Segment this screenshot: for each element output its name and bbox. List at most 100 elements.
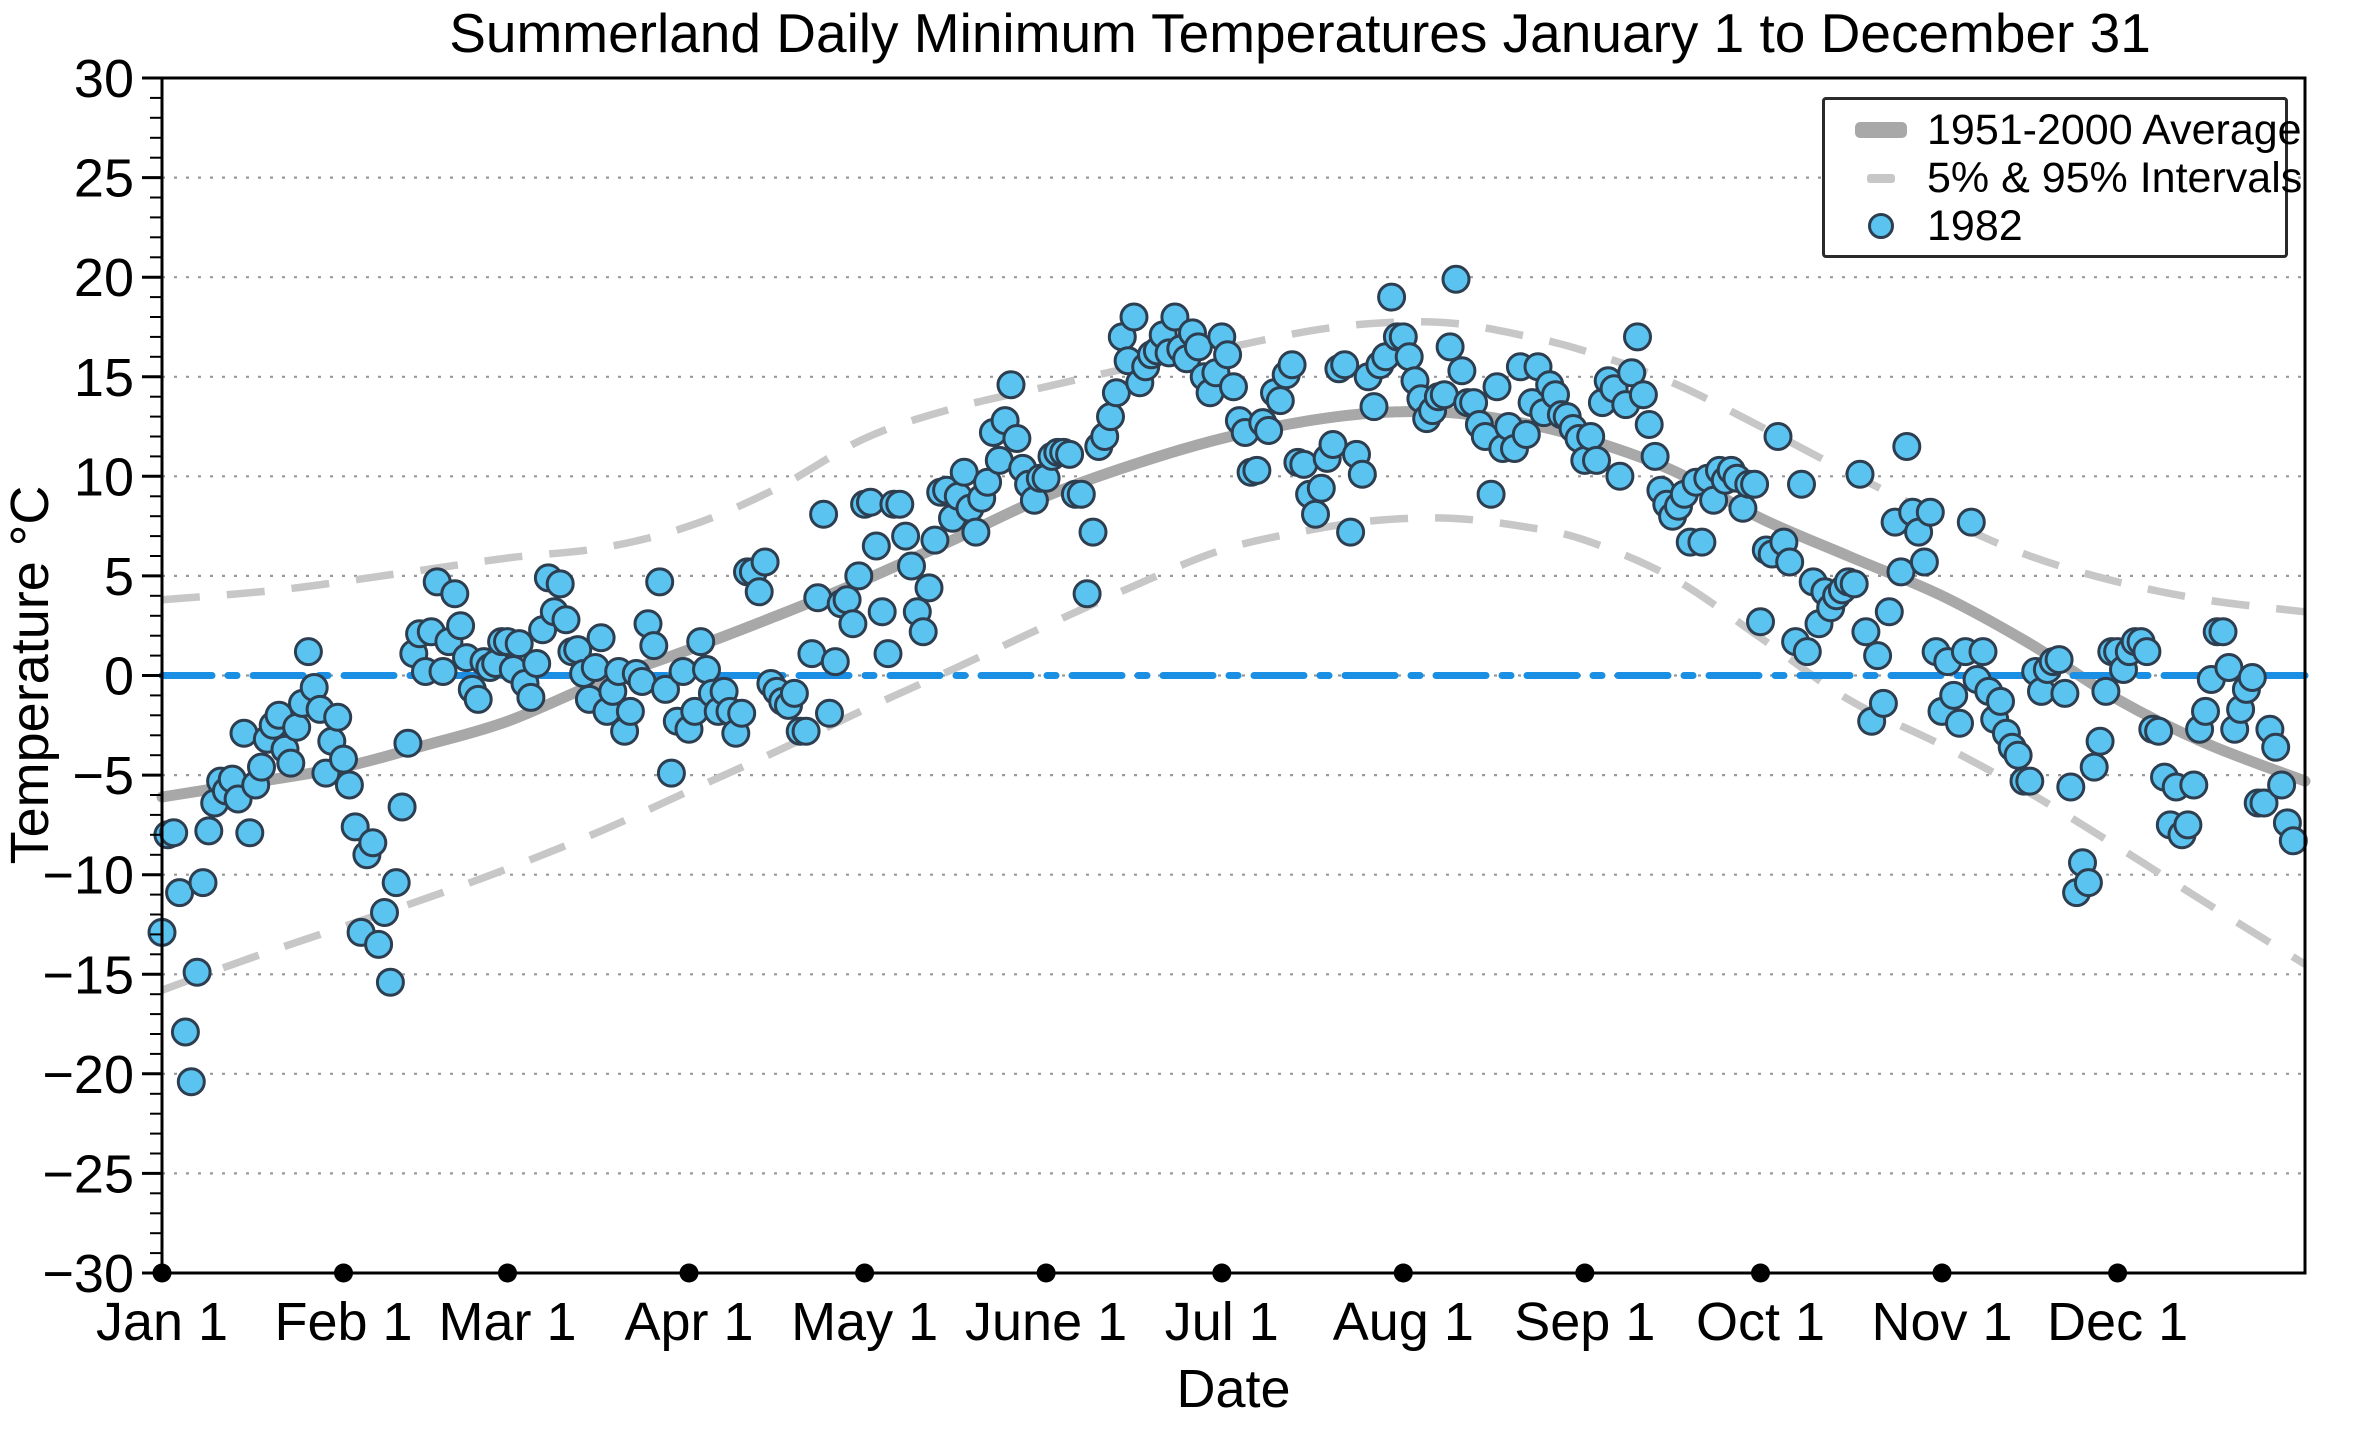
scatter-point — [1511, 420, 1541, 449]
scatter-point — [867, 597, 897, 627]
y-tick-label: −30 — [42, 1244, 134, 1304]
y-axis-label: Temperature °C — [0, 485, 60, 865]
legend-label-average: 1951-2000 Average — [1927, 106, 2302, 154]
scatter-point — [522, 649, 552, 678]
scatter-point — [1576, 422, 1606, 451]
scatter-point — [1265, 386, 1295, 416]
scatter-point — [920, 525, 950, 555]
scatter-point — [188, 868, 218, 898]
scatter-point — [914, 573, 944, 603]
scatter-point — [545, 569, 575, 599]
month-dot — [1575, 1263, 1595, 1283]
scatter-point — [815, 698, 844, 728]
scatter-point — [1628, 380, 1658, 410]
scatter-point — [358, 828, 388, 858]
scatter-point — [1746, 607, 1775, 637]
y-tick-label: −25 — [42, 1144, 134, 1204]
scatter-point — [176, 1067, 206, 1097]
scatter-point — [803, 583, 833, 613]
scatter-point — [2056, 772, 2086, 802]
scatter-point — [820, 647, 850, 677]
scatter-point — [2003, 740, 2033, 770]
scatter-point — [1441, 264, 1471, 294]
scatter-point — [1160, 302, 1190, 332]
scatter-point — [844, 561, 874, 591]
scatter-point — [1347, 459, 1377, 489]
scatter-point — [1476, 479, 1506, 509]
y-tick-label: −20 — [42, 1045, 134, 1105]
scatter-point — [2191, 696, 2220, 726]
scatter-point — [1002, 424, 1032, 453]
scatter-point — [809, 499, 839, 529]
scatter-point — [1242, 455, 1272, 485]
scatter-point — [1792, 637, 1822, 667]
interval-curve — [161, 317, 2306, 616]
scatter-point — [1892, 432, 1922, 461]
x-tick-label: Aug 1 — [1333, 1292, 1474, 1352]
scatter-point — [1728, 493, 1758, 523]
scatter-point — [996, 370, 1026, 400]
interval-dash-swatch — [1867, 173, 1895, 183]
scatter-point — [551, 605, 581, 635]
scatter-point — [1605, 461, 1635, 491]
scatter-point — [2278, 826, 2308, 856]
month-dot — [855, 1263, 875, 1283]
scatter-point — [885, 489, 915, 519]
scatter-point — [282, 712, 312, 742]
scatter-point — [1775, 547, 1805, 577]
scatter-point — [2073, 868, 2103, 898]
legend-swatch-cell — [1835, 173, 1927, 183]
scatter-point — [329, 744, 358, 774]
scatter-point — [159, 818, 189, 848]
scatter-point — [1740, 469, 1770, 499]
x-tick-label: Apr 1 — [624, 1292, 753, 1352]
scatter-point — [891, 521, 921, 551]
scatter-point — [182, 957, 212, 987]
scatter-point — [2237, 663, 2267, 692]
scatter-point — [692, 655, 721, 684]
scatter-point — [375, 967, 405, 997]
x-axis-label: Date — [1176, 1359, 1291, 1419]
x-tick-label: Nov 1 — [1871, 1292, 2012, 1352]
scatter-point — [1945, 708, 1974, 738]
scatter-point — [2085, 726, 2115, 756]
month-dot — [2108, 1263, 2128, 1283]
interval-curves — [160, 317, 2307, 994]
scatter-point — [1863, 641, 1893, 671]
scatter-point — [1078, 517, 1108, 547]
scatter-point — [2267, 770, 2297, 800]
scatter-point — [1277, 350, 1307, 380]
scatter-point — [1939, 680, 1969, 710]
y-tick-label: 0 — [104, 647, 134, 707]
scatter-point — [1986, 686, 2015, 716]
scatter-point — [586, 623, 616, 653]
scatter-point — [340, 812, 370, 842]
y-tick-label: 15 — [74, 348, 134, 408]
scatter-point — [1915, 497, 1945, 527]
scatter-marker-swatch — [1868, 213, 1894, 239]
scatter-point — [1336, 517, 1366, 547]
scatter-point — [229, 718, 259, 748]
legend-item-intervals: 5% & 95% Intervals — [1835, 154, 2302, 202]
legend-item-1982: 1982 — [1835, 202, 2279, 250]
scatter-point — [861, 531, 891, 561]
y-tick-label: −10 — [42, 846, 134, 906]
scatter-point — [516, 682, 546, 712]
scatter-point — [1634, 410, 1664, 439]
scatter-point — [1787, 469, 1816, 499]
scatter-point — [194, 816, 224, 846]
scatter-point — [1623, 322, 1652, 352]
y-tick-label: 20 — [74, 248, 134, 308]
scatter-point — [1447, 356, 1477, 386]
scatter-point — [686, 627, 716, 657]
scatter-point — [1289, 449, 1319, 479]
y-tick-label: 30 — [74, 49, 134, 109]
y-tick-label: 25 — [74, 149, 134, 209]
scatter-point — [1096, 402, 1125, 432]
scatter-point — [1968, 637, 1998, 667]
x-tick-label: Mar 1 — [438, 1292, 576, 1352]
scatter-point — [334, 770, 364, 800]
scatter-point — [1617, 358, 1647, 388]
legend: 1951-2000 Average 5% & 95% Intervals 198… — [1822, 97, 2302, 258]
